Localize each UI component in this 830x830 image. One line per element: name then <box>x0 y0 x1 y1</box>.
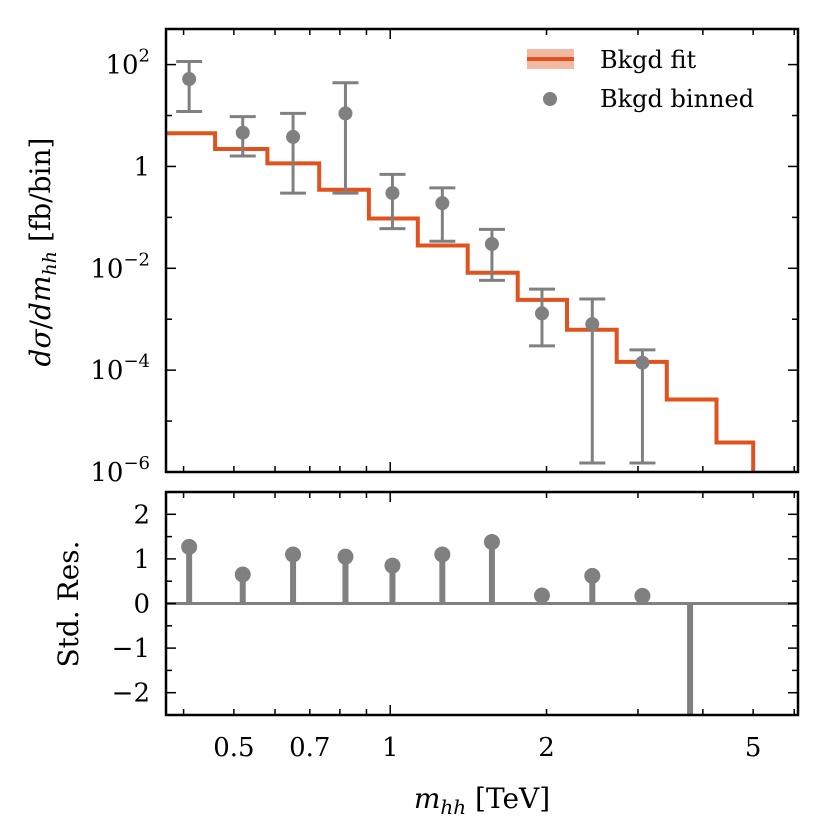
binned-point-9 <box>629 348 656 465</box>
upper-ytick-label: 10−4 <box>90 351 150 386</box>
lower-ylabel: Std. Res. <box>52 540 85 667</box>
residual-point-0 <box>181 538 198 604</box>
binned-point-6 <box>478 227 505 282</box>
lower-ytick-label: −1 <box>112 634 150 664</box>
residual-point-9 <box>634 587 651 604</box>
lower-ytick-label: 1 <box>133 545 150 575</box>
bkgd-binned-errorbars <box>176 60 656 465</box>
binned-point-2 <box>280 111 307 195</box>
residual-marker <box>434 546 451 563</box>
upper-ytick-label: 1 <box>133 152 150 182</box>
xtick-label: 1 <box>382 733 399 763</box>
binned-marker <box>385 186 400 201</box>
xtick-label: 2 <box>538 733 555 763</box>
lower-ytick-labels: 2 1 0 −1 −2 <box>112 500 150 708</box>
xtick-label: 0.7 <box>289 733 330 763</box>
binned-marker <box>435 196 450 211</box>
xtick-labels: 0.5 0.7 1 2 5 <box>213 733 761 763</box>
binned-marker <box>338 106 353 121</box>
residual-point-7 <box>533 587 550 604</box>
upper-ytick-label: 102 <box>105 46 150 81</box>
xlabel: mhh [TeV] <box>414 782 550 819</box>
legend: Bkgd fit Bkgd binned <box>527 46 754 113</box>
lower-ytick-label: 2 <box>133 500 150 530</box>
legend-label-bkgd-fit: Bkgd fit <box>600 46 697 74</box>
residual-marker <box>181 538 198 555</box>
residual-marker <box>533 587 550 604</box>
residual-marker <box>285 546 302 563</box>
lower-frame <box>164 490 800 717</box>
residual-marker <box>384 557 401 574</box>
residual-point-1 <box>234 566 251 604</box>
binned-point-5 <box>429 186 456 243</box>
lower-panel: 2 1 0 −1 −2 0.5 0.7 1 2 5 Std. Res. mhh [TeV] <box>52 490 800 819</box>
binned-point-1 <box>229 115 256 158</box>
binned-marker <box>585 317 600 332</box>
binned-point-4 <box>379 172 406 231</box>
xtick-label: 5 <box>745 733 762 763</box>
legend-entry-bkgd-binned: Bkgd binned <box>543 85 754 113</box>
residual-point-6 <box>483 533 500 604</box>
upper-ylabel: dσ/dmhh [fb/bin] <box>24 138 61 367</box>
residual-point-8 <box>584 567 601 604</box>
bkgd-fit-line <box>166 131 756 472</box>
legend-entry-bkgd-fit: Bkgd fit <box>527 46 697 74</box>
binned-marker <box>286 129 301 144</box>
upper-ytick-labels: 102 1 10−2 10−4 10−6 <box>90 46 150 488</box>
lower-ytick-label: −2 <box>112 679 150 709</box>
lower-ytick-label: 0 <box>133 590 150 620</box>
binned-marker <box>534 306 549 321</box>
residual-marker <box>483 533 500 550</box>
binned-marker <box>484 237 499 252</box>
binned-point-8 <box>579 297 606 465</box>
xtick-label: 0.5 <box>213 733 254 763</box>
residual-marker <box>234 566 251 583</box>
legend-label-bkgd-binned: Bkgd binned <box>600 85 754 113</box>
upper-ytick-label: 10−2 <box>90 249 150 284</box>
upper-ytick-label: 10−6 <box>90 453 150 488</box>
residual-marker <box>634 587 651 604</box>
residual-point-3 <box>337 548 354 604</box>
residual-marker <box>337 548 354 565</box>
binned-marker <box>182 72 197 87</box>
binned-marker <box>235 125 250 140</box>
binned-point-7 <box>528 287 555 348</box>
residual-point-4 <box>384 557 401 604</box>
residual-marker <box>584 567 601 584</box>
binned-point-3 <box>332 81 359 195</box>
upper-frame <box>164 27 800 474</box>
upper-panel: 102 1 10−2 10−4 10−6 dσ/dmhh [fb/bin] Bkgd f… <box>24 27 800 488</box>
residual-stems <box>181 533 694 715</box>
legend-binned-marker <box>543 92 557 106</box>
binned-point-0 <box>176 60 203 113</box>
residual-point-2 <box>285 546 302 604</box>
residual-point-5 <box>434 546 451 604</box>
binned-marker <box>635 355 650 370</box>
